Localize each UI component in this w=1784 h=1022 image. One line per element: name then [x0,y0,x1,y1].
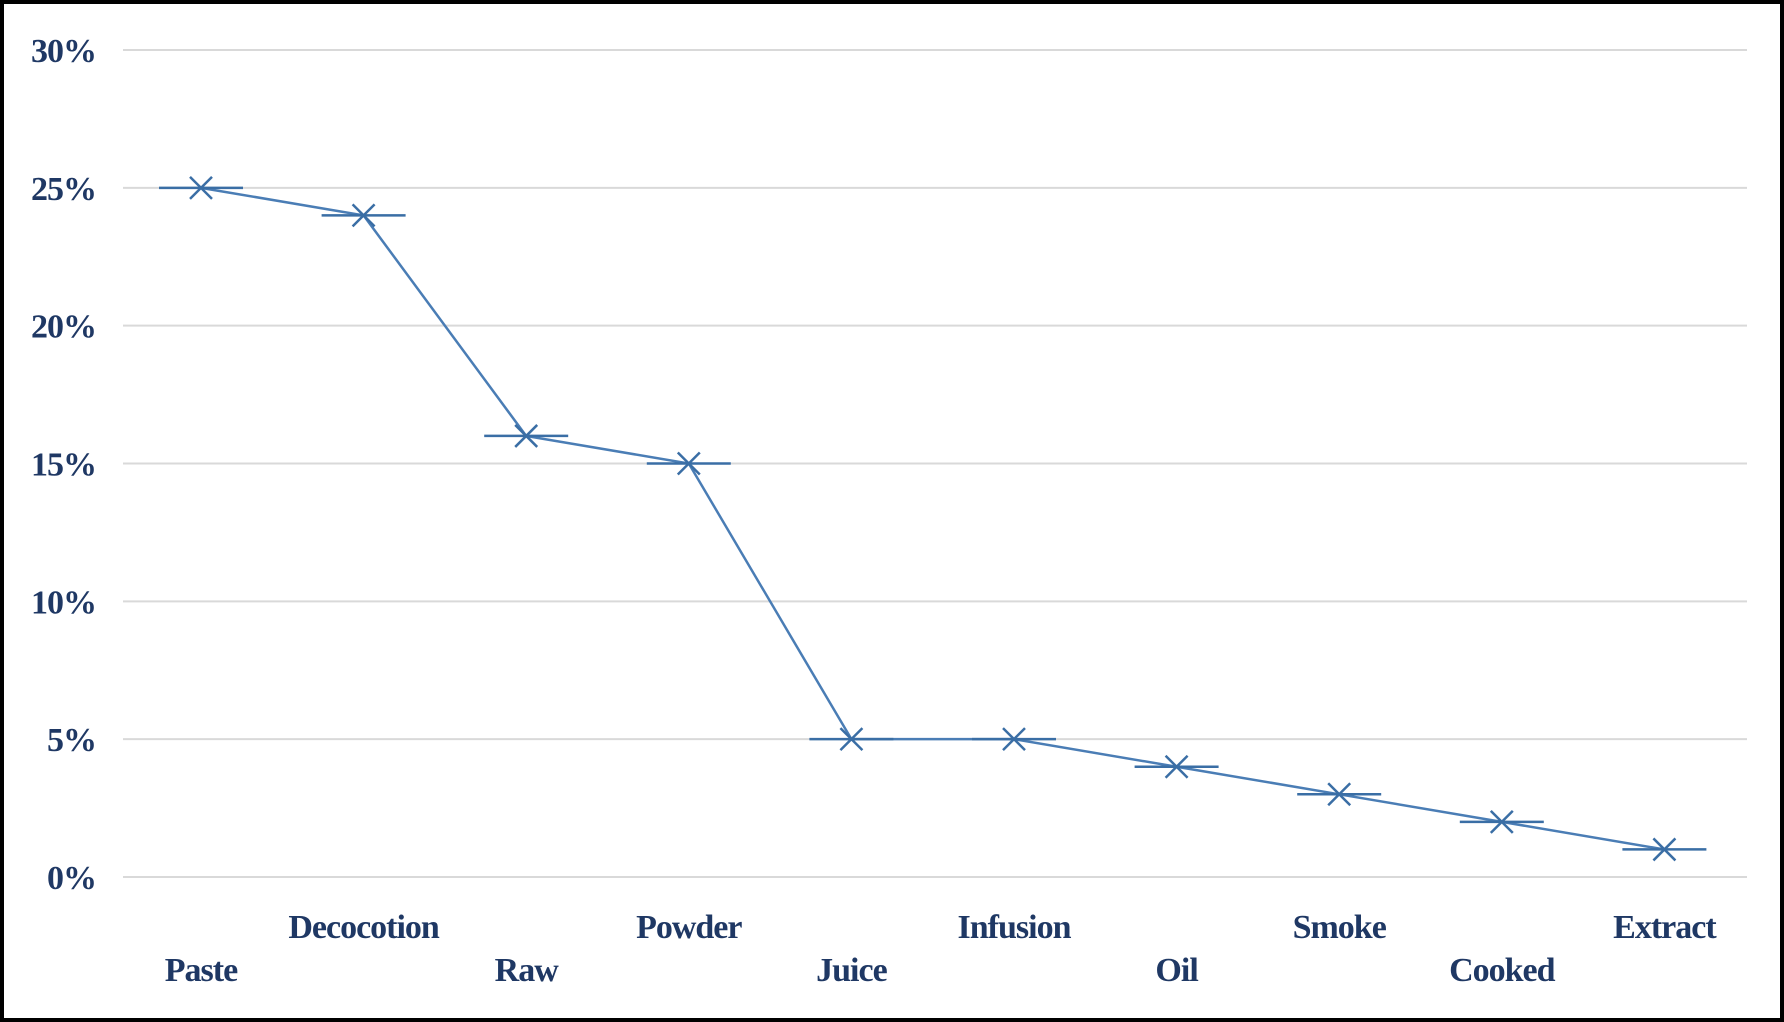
y-axis-tick-labels: 0% 5% 10% 15% 20% 25% 30% [31,33,97,897]
data-markers [159,175,1707,862]
x-category-label: Extract [1613,909,1717,946]
x-category-label: Cooked [1449,952,1556,989]
series-line [200,186,1665,851]
data-point-juice [809,727,894,752]
data-point-raw [484,424,569,448]
series-polyline [200,186,1665,851]
x-category-label: Paste [165,952,238,989]
data-point-infusion [972,727,1056,752]
y-tick-label: 30% [31,33,96,70]
data-point-cooked [1459,809,1544,834]
y-tick-label: 20% [31,309,96,346]
y-tick-label: 25% [31,171,96,208]
x-category-label: Infusion [958,909,1072,946]
x-category-label: Raw [495,952,560,989]
data-point-oil [1134,754,1219,779]
x-category-label: Decocotion [288,909,440,946]
x-category-label: Juice [816,952,887,989]
x-category-label: Powder [636,909,742,946]
x-category-label: Oil [1155,952,1198,989]
y-tick-label: 10% [31,584,96,621]
data-point-extract [1622,837,1707,862]
x-axis-category-labels: Paste Decocotion Raw Powder Juice Infusion Oil… [165,909,1719,989]
y-tick-label: 5% [47,722,96,759]
x-category-label: Smoke [1293,909,1387,946]
data-point-powder [646,451,731,476]
gridlines [123,49,1747,878]
y-tick-label: 0% [47,860,96,897]
data-point-paste [159,175,243,200]
data-point-smoke [1297,782,1382,807]
data-point-decocotion [321,203,406,228]
y-tick-label: 15% [31,447,96,484]
